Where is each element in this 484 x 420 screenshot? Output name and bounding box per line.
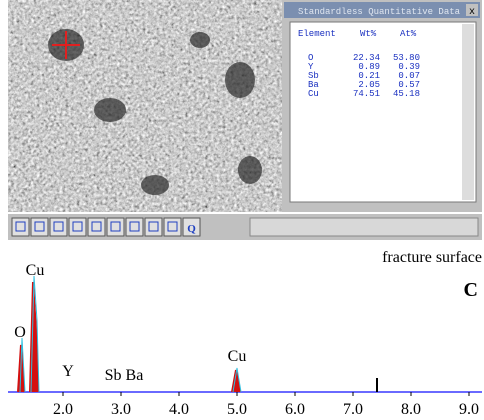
tool-button[interactable] [68, 217, 87, 237]
x-tick-label: 2.0 [53, 401, 73, 418]
table-area [289, 21, 477, 203]
table-cell: 22.34 [353, 53, 380, 63]
toolbar-buttons: Q [11, 217, 201, 237]
table-header: At% [400, 29, 417, 39]
tool-button[interactable] [125, 217, 144, 237]
tool-label: Q [187, 223, 196, 235]
tool-button[interactable] [87, 217, 106, 237]
table-cell: Ba [308, 80, 319, 90]
x-tick-label: 5.0 [227, 401, 247, 418]
table-cell: 2.05 [358, 80, 380, 90]
tool-icon [148, 221, 159, 232]
crosshair [52, 31, 80, 59]
tool-button[interactable] [30, 217, 49, 237]
peak-label: Cu [228, 348, 247, 365]
tool-icon [167, 221, 178, 232]
table-cell: 53.80 [393, 53, 420, 63]
tool-button[interactable] [182, 217, 201, 237]
table-header: Element [298, 29, 336, 39]
table-cell: 0.39 [398, 62, 420, 72]
tool-icon [72, 221, 83, 232]
status-field [249, 217, 479, 237]
table-cell: 74.51 [353, 89, 380, 99]
caption: fracture surface [382, 249, 482, 266]
spectrum-trace [19, 275, 242, 393]
window-title: Standardless Quantitative Data [298, 7, 461, 17]
table-cell: 45.18 [393, 89, 420, 99]
tool-icon [34, 221, 45, 232]
table-cell: Sb [308, 71, 319, 81]
spectrum-peaks [17, 281, 241, 393]
panel-label: C [464, 279, 478, 301]
table: Element Wt% At% O 22.34 53.80 Y 0.89 0.39 Sb 0.21 0… [298, 29, 420, 99]
tool-icon [110, 221, 121, 232]
tool-button[interactable] [163, 217, 182, 237]
x-tick-label: 3.0 [111, 401, 131, 418]
table-header: Wt% [360, 29, 377, 39]
peak-label: O [14, 324, 26, 341]
tool-icon [15, 221, 26, 232]
x-tick-label: 8.0 [401, 401, 421, 418]
title-bar [284, 2, 480, 18]
peak-label: Y [62, 363, 74, 380]
peak-label: Sb Ba [105, 367, 144, 384]
table-cell: Y [308, 62, 314, 72]
x-tick-label: 6.0 [285, 401, 305, 418]
table-cell: O [308, 53, 313, 63]
peak-label: Cu [26, 262, 45, 279]
close-label: x [469, 7, 475, 18]
table-cell: 0.21 [358, 71, 380, 81]
x-tick-label: 9.0 [459, 401, 479, 418]
tool-button[interactable] [11, 217, 30, 237]
tool-button[interactable] [106, 217, 125, 237]
table-cell: 0.57 [398, 80, 420, 90]
spectrum: Cu O Y Sb Ba Cu 2.0 3.0 4.0 5.0 6.0 7.0 8.0 9.0 [8, 262, 482, 418]
x-tick-label: 7.0 [343, 401, 363, 418]
tool-icon [91, 221, 102, 232]
tool-icon [53, 221, 64, 232]
table-cell: 0.89 [358, 62, 380, 72]
close-button[interactable] [466, 4, 478, 16]
tool-button[interactable] [144, 217, 163, 237]
tool-icon [129, 221, 140, 232]
tool-button[interactable] [49, 217, 68, 237]
table-cell: 0.07 [398, 71, 420, 81]
table-cell: Cu [308, 89, 319, 99]
scrollbar[interactable] [462, 24, 474, 200]
x-tick-label: 4.0 [169, 401, 189, 418]
